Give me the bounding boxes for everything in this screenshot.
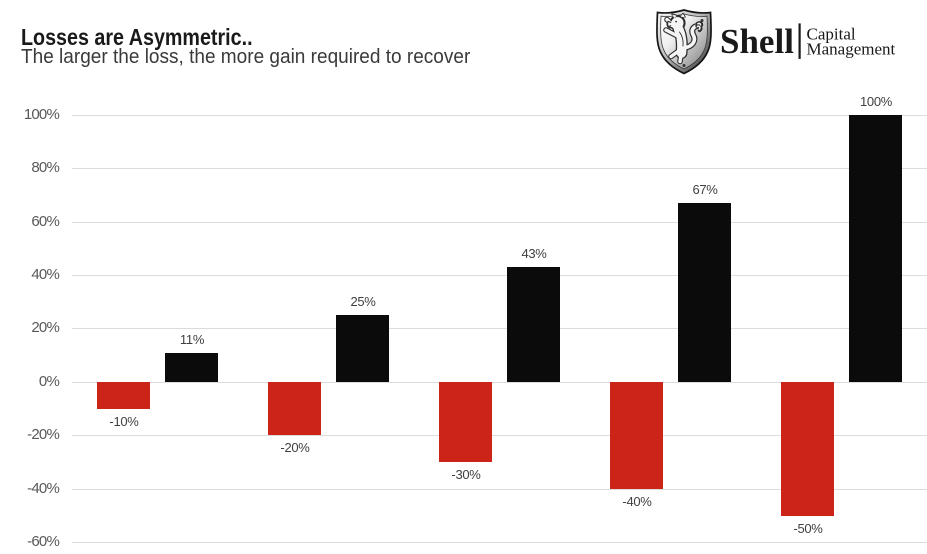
svg-text:Management: Management [807,39,896,58]
svg-text:Shell: Shell [720,22,794,61]
svg-text:Capital: Capital [807,24,856,43]
